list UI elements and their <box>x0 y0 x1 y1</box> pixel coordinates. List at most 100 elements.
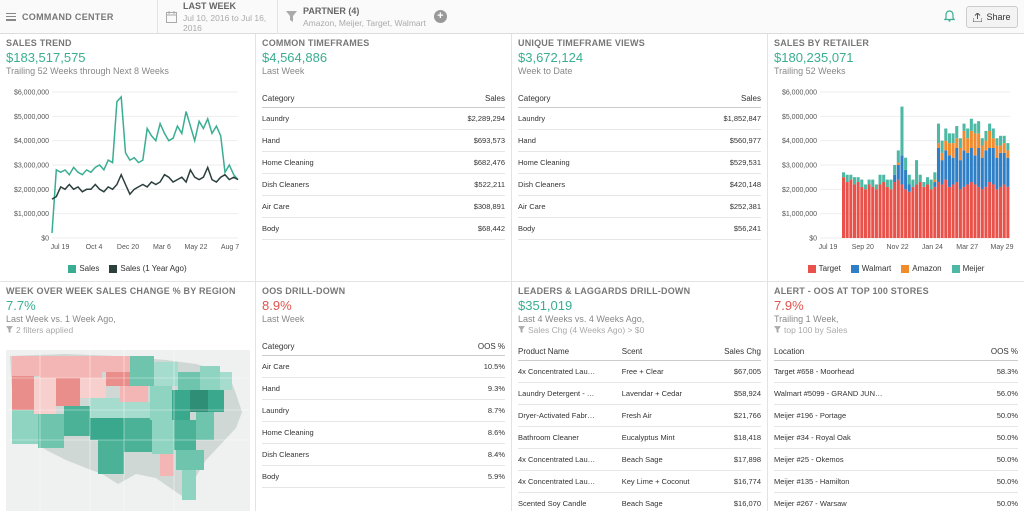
table-row[interactable]: Laundry Detergent - 50 Loads Lavendar + C… <box>518 382 761 405</box>
bar-segment-target[interactable] <box>984 186 988 238</box>
bar-segment-target[interactable] <box>969 182 973 238</box>
bar-segment-target[interactable] <box>980 189 984 238</box>
bar-segment-walmart[interactable] <box>947 155 951 187</box>
bar-segment-target[interactable] <box>940 184 944 238</box>
bar-segment-meijer[interactable] <box>991 128 995 139</box>
bar-segment-meijer[interactable] <box>856 177 860 183</box>
bar-segment-walmart[interactable] <box>958 160 962 190</box>
bar-segment-meijer[interactable] <box>878 174 882 185</box>
bar-segment-target[interactable] <box>907 191 911 238</box>
table-row[interactable]: Meijer #25 - Okemos 50.0% <box>774 448 1018 471</box>
table-row[interactable]: Walmart #5099 - GRAND JUNCTION 56.0% <box>774 382 1018 405</box>
bar-segment-target[interactable] <box>918 182 922 238</box>
bar-segment-amazon[interactable] <box>962 130 966 151</box>
bar-segment-amazon[interactable] <box>955 138 959 148</box>
table-row[interactable]: 4x Concentrated Laundry Detergent Beach S… <box>518 448 761 471</box>
bar-segment-meijer[interactable] <box>977 121 981 134</box>
bar-segment-amazon[interactable] <box>896 162 900 165</box>
legend-item-sales[interactable]: Sales <box>68 264 99 273</box>
bar-segment-walmart[interactable] <box>1002 152 1006 185</box>
bar-segment-target[interactable] <box>842 177 846 238</box>
bar-segment-meijer[interactable] <box>885 179 889 187</box>
bar-segment-walmart[interactable] <box>988 147 992 183</box>
bar-segment-walmart[interactable] <box>962 150 966 187</box>
table-row[interactable]: Dish Cleaners $420,148 <box>518 173 761 196</box>
table-row[interactable]: Dish Cleaners 8.4% <box>262 443 505 466</box>
legend-item-walmart[interactable]: Walmart <box>850 264 891 273</box>
bar-segment-walmart[interactable] <box>907 184 911 192</box>
bar-segment-meijer[interactable] <box>882 174 886 183</box>
bar-segment-target[interactable] <box>904 189 908 238</box>
bar-segment-amazon[interactable] <box>973 133 977 156</box>
bar-segment-target[interactable] <box>962 186 966 238</box>
panel-filter[interactable]: Sales Chg (4 Weeks Ago) > $0 <box>518 325 761 335</box>
bell-icon[interactable] <box>943 10 956 25</box>
bar-segment-amazon[interactable] <box>999 145 1003 153</box>
bar-segment-meijer[interactable] <box>845 174 849 183</box>
bar-segment-walmart[interactable] <box>995 157 999 190</box>
bar-segment-amazon[interactable] <box>936 143 941 148</box>
bar-segment-meijer[interactable] <box>896 150 900 163</box>
bar-segment-walmart[interactable] <box>977 147 981 187</box>
column-header[interactable]: Sales <box>402 90 505 108</box>
bar-segment-target[interactable] <box>973 184 977 238</box>
bar-segment-target[interactable] <box>926 184 930 238</box>
bar-segment-meijer[interactable] <box>889 179 893 190</box>
bar-segment-target[interactable] <box>871 186 875 238</box>
bar-segment-walmart[interactable] <box>933 182 937 187</box>
table-row[interactable]: Home Cleaning 8.6% <box>262 421 505 444</box>
bar-segment-meijer[interactable] <box>999 135 1003 146</box>
bar-segment-target[interactable] <box>977 186 981 238</box>
table-row[interactable]: Meijer #34 - Royal Oak 50.0% <box>774 426 1018 449</box>
bar-segment-amazon[interactable] <box>988 130 992 148</box>
bar-segment-target[interactable] <box>1002 184 1006 238</box>
bar-segment-target[interactable] <box>958 189 962 238</box>
bar-segment-walmart[interactable] <box>896 165 900 180</box>
bar-segment-target[interactable] <box>947 186 951 238</box>
column-header[interactable]: Category <box>262 338 422 356</box>
bar-segment-meijer[interactable] <box>988 123 992 131</box>
bar-segment-target[interactable] <box>915 184 919 238</box>
bar-segment-meijer[interactable] <box>852 177 857 185</box>
bar-segment-meijer[interactable] <box>842 172 846 178</box>
bar-segment-target[interactable] <box>867 184 871 238</box>
bar-segment-walmart[interactable] <box>940 160 944 185</box>
legend-item-amazon[interactable]: Amazon <box>901 264 942 273</box>
bar-segment-amazon[interactable] <box>980 145 984 158</box>
bar-segment-walmart[interactable] <box>936 147 941 183</box>
legend-item-sales-year-ago[interactable]: Sales (1 Year Ago) <box>109 264 187 273</box>
column-header[interactable]: Scent <box>621 343 712 361</box>
bar-segment-meijer[interactable] <box>871 179 875 187</box>
bar-segment-amazon[interactable] <box>991 138 995 148</box>
bar-segment-meijer[interactable] <box>926 177 930 185</box>
bar-segment-meijer[interactable] <box>933 172 937 180</box>
bar-segment-target[interactable] <box>849 179 853 238</box>
bar-segment-meijer[interactable] <box>874 184 878 190</box>
bar-segment-meijer[interactable] <box>860 179 864 187</box>
bar-segment-amazon[interactable] <box>995 145 999 158</box>
bar-segment-amazon[interactable] <box>947 143 951 156</box>
table-row[interactable]: Meijer #196 - Portage 50.0% <box>774 404 1018 427</box>
table-row[interactable]: Dryer-Activated Fabric Softener Fresh Air… <box>518 404 761 427</box>
bar-segment-amazon[interactable] <box>1006 150 1010 158</box>
bar-segment-target[interactable] <box>936 182 941 238</box>
bar-segment-target[interactable] <box>893 182 897 238</box>
bar-segment-meijer[interactable] <box>955 126 959 139</box>
bar-segment-target[interactable] <box>885 186 889 238</box>
column-header[interactable]: OOS % <box>421 338 505 356</box>
bar-segment-target[interactable] <box>863 189 867 238</box>
bar-segment-amazon[interactable] <box>940 152 944 161</box>
column-header[interactable]: Sales Chg <box>711 343 761 361</box>
bar-segment-walmart[interactable] <box>999 152 1003 187</box>
bar-segment-target[interactable] <box>1006 186 1010 238</box>
bar-segment-meijer[interactable] <box>918 174 922 183</box>
bar-segment-target[interactable] <box>933 186 937 238</box>
table-row[interactable]: Home Cleaning $529,531 <box>518 151 761 174</box>
bar-segment-amazon[interactable] <box>977 133 981 148</box>
bar-segment-target[interactable] <box>955 182 959 238</box>
series-line-sales-year-ago[interactable] <box>51 165 239 200</box>
column-header[interactable]: Sales <box>658 90 761 108</box>
column-header[interactable]: Product Name <box>518 343 622 361</box>
bar-segment-target[interactable] <box>852 184 857 238</box>
bar-segment-target[interactable] <box>860 186 864 238</box>
